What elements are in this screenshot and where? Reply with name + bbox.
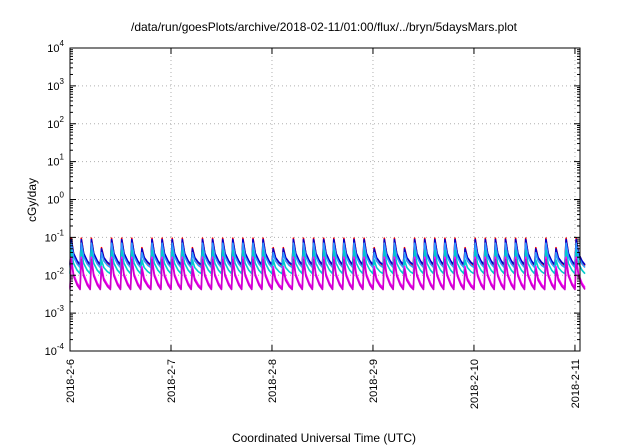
x-tick-label: 2018-2-9 <box>368 359 380 403</box>
x-tick-label: 2018-2-10 <box>469 359 481 409</box>
y-tick-label: 100 <box>47 191 64 207</box>
y-tick-label: 10-1 <box>45 228 65 244</box>
y-axis: 104 103 102 101 100 10-1 10-2 10-3 10-4 <box>45 39 580 358</box>
x-tick-label: 2018-2-7 <box>166 359 178 403</box>
grid <box>70 47 580 352</box>
series-line <box>69 258 586 291</box>
y-tick-label: 103 <box>47 77 64 93</box>
y-tick-label: 10-2 <box>45 266 65 282</box>
y-tick-label: 101 <box>47 153 64 169</box>
series-line <box>69 242 586 269</box>
chart-title: /data/run/goesPlots/archive/2018-02-11/0… <box>131 20 518 34</box>
y-tick-label: 10-3 <box>45 304 65 320</box>
y-axis-label: cGy/day <box>25 178 39 222</box>
y-tick-label: 104 <box>47 39 64 55</box>
y-tick-label: 102 <box>47 115 64 131</box>
x-tick-label: 2018-2-11 <box>570 359 582 408</box>
x-axis: 2018-2-6 2018-2-7 2018-2-8 2018-2-9 2018-2-1… <box>65 48 582 409</box>
y-tick-label: 10-4 <box>45 342 65 358</box>
x-tick-label: 2018-2-6 <box>65 359 77 403</box>
x-axis-label: Coordinated Universal Time (UTC) <box>232 431 416 445</box>
series-line <box>69 249 586 275</box>
x-tick-label: 2018-2-8 <box>267 359 279 403</box>
series-group <box>69 237 586 291</box>
